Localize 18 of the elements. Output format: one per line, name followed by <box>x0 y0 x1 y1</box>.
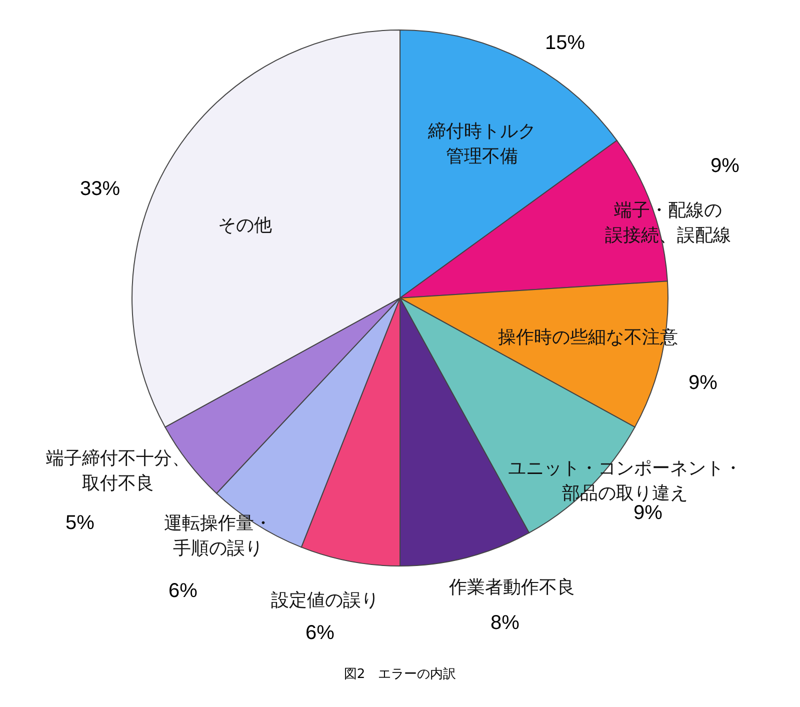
slice-label: 運転操作量・手順の誤り <box>164 513 272 559</box>
slice-label: 端子・配線の誤接続、誤配線 <box>605 200 731 246</box>
data-label: 8% <box>490 612 520 634</box>
data-label: 9% <box>634 502 663 524</box>
slice-label: ユニット・コンポーネント・部品の取り違え <box>508 458 742 504</box>
data-label: 6% <box>306 622 335 644</box>
data-label: 9% <box>710 155 740 177</box>
data-label: 5% <box>66 512 95 534</box>
data-label: 33% <box>80 178 120 200</box>
slice-label: 端子締付不十分、取付不良 <box>46 448 190 494</box>
slice-label: 締付時トルク管理不備 <box>427 121 536 167</box>
slice-label: 作業者動作不良 <box>448 577 575 598</box>
data-label: 15% <box>544 32 586 54</box>
text: 図2 エラーの内訳 <box>344 667 456 682</box>
data-label: 9% <box>688 372 718 394</box>
slice-label: 設定値の誤り <box>271 590 379 611</box>
slice-label: その他 <box>218 215 272 236</box>
data-label: 6% <box>168 580 198 602</box>
